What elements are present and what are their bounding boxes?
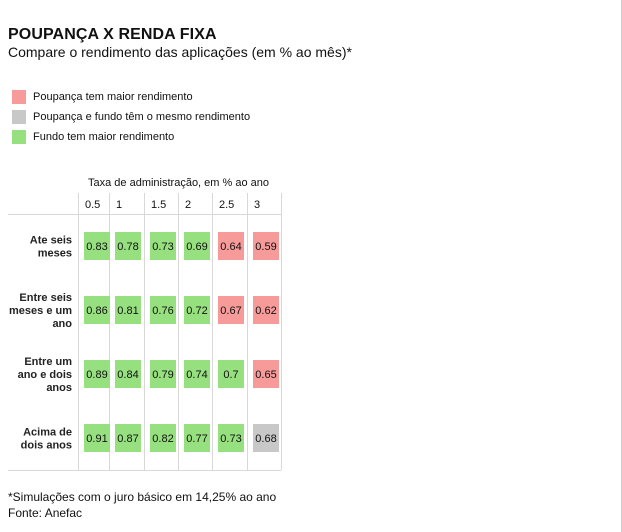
chart-title: POUPANÇA X RENDA FIXA (8, 26, 217, 43)
cell-0-2 (150, 232, 176, 260)
cell-label-3-1: 0.87 (117, 433, 138, 445)
cell-label-3-5: 0.68 (255, 433, 276, 445)
cell-2-4 (218, 360, 244, 388)
footnote-source: Fonte: Anefac (8, 506, 83, 520)
cell-2-3 (184, 360, 210, 388)
row-label-3-line-0: Acima de (23, 427, 72, 439)
cell-label-2-4: 0.7 (223, 369, 238, 381)
legend-swatch-fundo (12, 130, 26, 144)
legend-label-igual: Poupança e fundo têm o mesmo rendimento (33, 111, 251, 123)
legend-label-fundo: Fundo tem maior rendimento (33, 131, 175, 143)
cell-label-3-2: 0.82 (152, 433, 173, 445)
cell-1-4 (218, 296, 244, 324)
row-label-0-line-0: Ate seis (30, 235, 72, 247)
column-header-3: 2 (185, 199, 191, 211)
cell-3-5 (253, 424, 279, 452)
cell-label-2-2: 0.79 (152, 369, 173, 381)
column-header-5: 3 (254, 199, 260, 211)
column-header-2: 1.5 (151, 199, 166, 211)
cell-2-0 (84, 360, 110, 388)
column-header-0: 0.5 (85, 199, 100, 211)
cell-3-2 (150, 424, 176, 452)
row-label-1-line-1: meses e um (9, 305, 72, 317)
legend-item-fundo: Fundo tem maior rendimento (12, 127, 250, 147)
cell-label-0-5: 0.59 (255, 241, 276, 253)
legend-swatch-poupanca (12, 90, 26, 104)
cell-0-3 (184, 232, 210, 260)
cell-1-1 (115, 296, 141, 324)
row-label-3-line-1: dois anos (21, 440, 72, 452)
cell-label-2-1: 0.84 (117, 369, 138, 381)
legend: Poupança tem maior rendimento Poupança e… (12, 87, 250, 147)
cell-label-2-5: 0.65 (255, 369, 276, 381)
cell-1-0 (84, 296, 110, 324)
cell-2-2 (150, 360, 176, 388)
cell-label-1-0: 0.86 (86, 305, 107, 317)
row-label-1-line-2: ano (52, 318, 72, 330)
row-label-2-line-2: anos (46, 382, 72, 394)
chart-subtitle: Compare o rendimento das aplicações (em … (8, 44, 352, 60)
cell-label-3-0: 0.91 (86, 433, 107, 445)
cell-0-1 (115, 232, 141, 260)
cell-label-1-4: 0.67 (220, 305, 241, 317)
footnote-note: *Simulações com o juro básico em 14,25% … (8, 490, 277, 504)
cell-3-4 (218, 424, 244, 452)
legend-swatch-igual (12, 110, 26, 124)
footnote: *Simulações com o juro básico em 14,25% … (8, 489, 276, 521)
cell-0-5 (253, 232, 279, 260)
cell-label-1-3: 0.72 (186, 305, 207, 317)
cell-label-1-2: 0.76 (152, 305, 173, 317)
cell-label-3-4: 0.73 (220, 433, 241, 445)
cell-0-4 (218, 232, 244, 260)
cell-label-3-3: 0.77 (186, 433, 207, 445)
cell-label-1-5: 0.62 (255, 305, 276, 317)
cell-1-5 (253, 296, 279, 324)
cell-3-1 (115, 424, 141, 452)
cell-label-0-3: 0.69 (186, 241, 207, 253)
row-label-2-line-0: Entre um (24, 356, 72, 368)
cell-label-2-3: 0.74 (186, 369, 207, 381)
cell-label-1-1: 0.81 (117, 305, 138, 317)
cell-3-3 (184, 424, 210, 452)
legend-item-poupanca: Poupança tem maior rendimento (12, 87, 250, 107)
legend-item-igual: Poupança e fundo têm o mesmo rendimento (12, 107, 250, 127)
cell-label-0-4: 0.64 (220, 241, 241, 253)
row-label-0-line-1: meses (38, 248, 72, 260)
cell-label-0-1: 0.78 (117, 241, 138, 253)
axis-title: Taxa de administração, em % ao ano (88, 177, 269, 189)
column-header-1: 1 (116, 199, 122, 211)
legend-label-poupanca: Poupança tem maior rendimento (33, 91, 193, 103)
cell-label-0-0: 0.83 (86, 241, 107, 253)
row-label-1-line-0: Entre seis (19, 292, 72, 304)
row-label-2-line-1: ano e dois (18, 369, 72, 381)
cell-label-0-2: 0.73 (152, 241, 173, 253)
cell-2-5 (253, 360, 279, 388)
cell-1-3 (184, 296, 210, 324)
cell-3-0 (84, 424, 110, 452)
cell-2-1 (115, 360, 141, 388)
cell-0-0 (84, 232, 110, 260)
cell-1-2 (150, 296, 176, 324)
column-header-4: 2.5 (219, 199, 234, 211)
cell-label-2-0: 0.89 (86, 369, 107, 381)
